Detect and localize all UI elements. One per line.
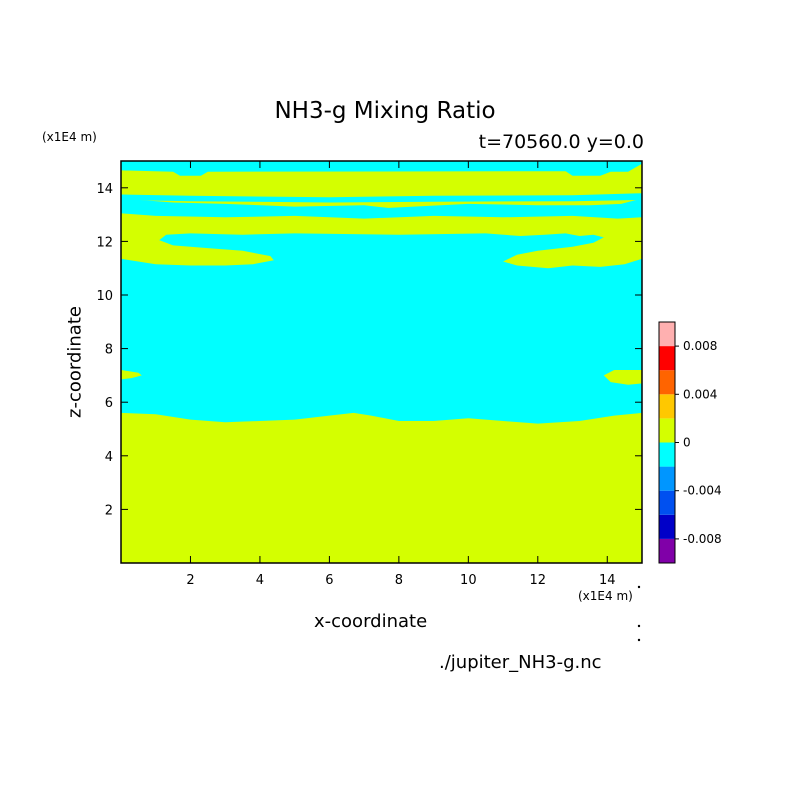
colorbar-swatch <box>659 370 675 395</box>
x-tick-label: 2 <box>186 573 194 588</box>
y-tick-label: 8 <box>105 343 113 358</box>
region-left-positive-tongue <box>121 370 142 380</box>
colorbar-swatch <box>659 490 675 515</box>
region-right-positive-tongue <box>603 370 642 385</box>
colorbar-tick-label: -0.008 <box>683 532 722 546</box>
colorbar-tick-label: 0.008 <box>683 339 717 353</box>
colorbar: -0.008 -0.004 0 0.004 0.008 <box>658 321 722 564</box>
y-tick-label: 6 <box>105 396 113 411</box>
colorbar-swatch <box>659 514 675 539</box>
region-upper-positive-filament <box>121 213 642 269</box>
colorbar-swatch <box>659 418 675 443</box>
axis-end-dot <box>637 638 641 642</box>
x-tick-label: 8 <box>395 573 403 588</box>
axis-end-marks <box>637 585 641 642</box>
colorbar-swatch <box>659 346 675 371</box>
region-top-wisp <box>121 193 642 203</box>
y-tick-label: 14 <box>96 182 113 197</box>
source-filename: ./jupiter_NH3-g.nc <box>439 652 602 673</box>
chart-subtitle: t=70560.0 y=0.0 <box>478 131 644 153</box>
x-tick-label: 12 <box>530 573 547 588</box>
y-tick-label: 12 <box>96 235 113 250</box>
colorbar-swatch <box>659 442 675 467</box>
plot-frame <box>120 160 643 564</box>
colorbar-tick-label: 0 <box>683 436 691 450</box>
colorbar-tick-label: -0.004 <box>683 484 722 498</box>
x-axis-unit: (x1E4 m) <box>578 589 633 603</box>
plot-area <box>121 161 642 563</box>
y-tick-label: 4 <box>105 450 113 465</box>
x-tick-label: 10 <box>460 573 477 588</box>
x-tick-label: 6 <box>325 573 333 588</box>
y-axis-unit: (x1E4 m) <box>42 130 97 144</box>
colorbar-tick-label: 0.004 <box>683 387 717 401</box>
colorbar-swatch <box>659 394 675 419</box>
axis-ticks: 2 4 6 8 10 12 14 2 4 6 8 10 12 14 <box>96 161 642 588</box>
axis-end-dot <box>637 585 641 589</box>
x-tick-label: 4 <box>256 573 264 588</box>
colorbar-swatch <box>659 466 675 491</box>
x-tick-label: 14 <box>599 573 616 588</box>
chart-title: NH3-g Mixing Ratio <box>274 98 496 124</box>
y-tick-label: 2 <box>105 503 113 518</box>
colorbar-swatch <box>659 322 675 347</box>
x-axis-label: x-coordinate <box>314 611 428 632</box>
axis-end-dot <box>637 624 641 628</box>
y-tick-label: 10 <box>96 289 113 304</box>
colorbar-swatch <box>659 538 675 563</box>
